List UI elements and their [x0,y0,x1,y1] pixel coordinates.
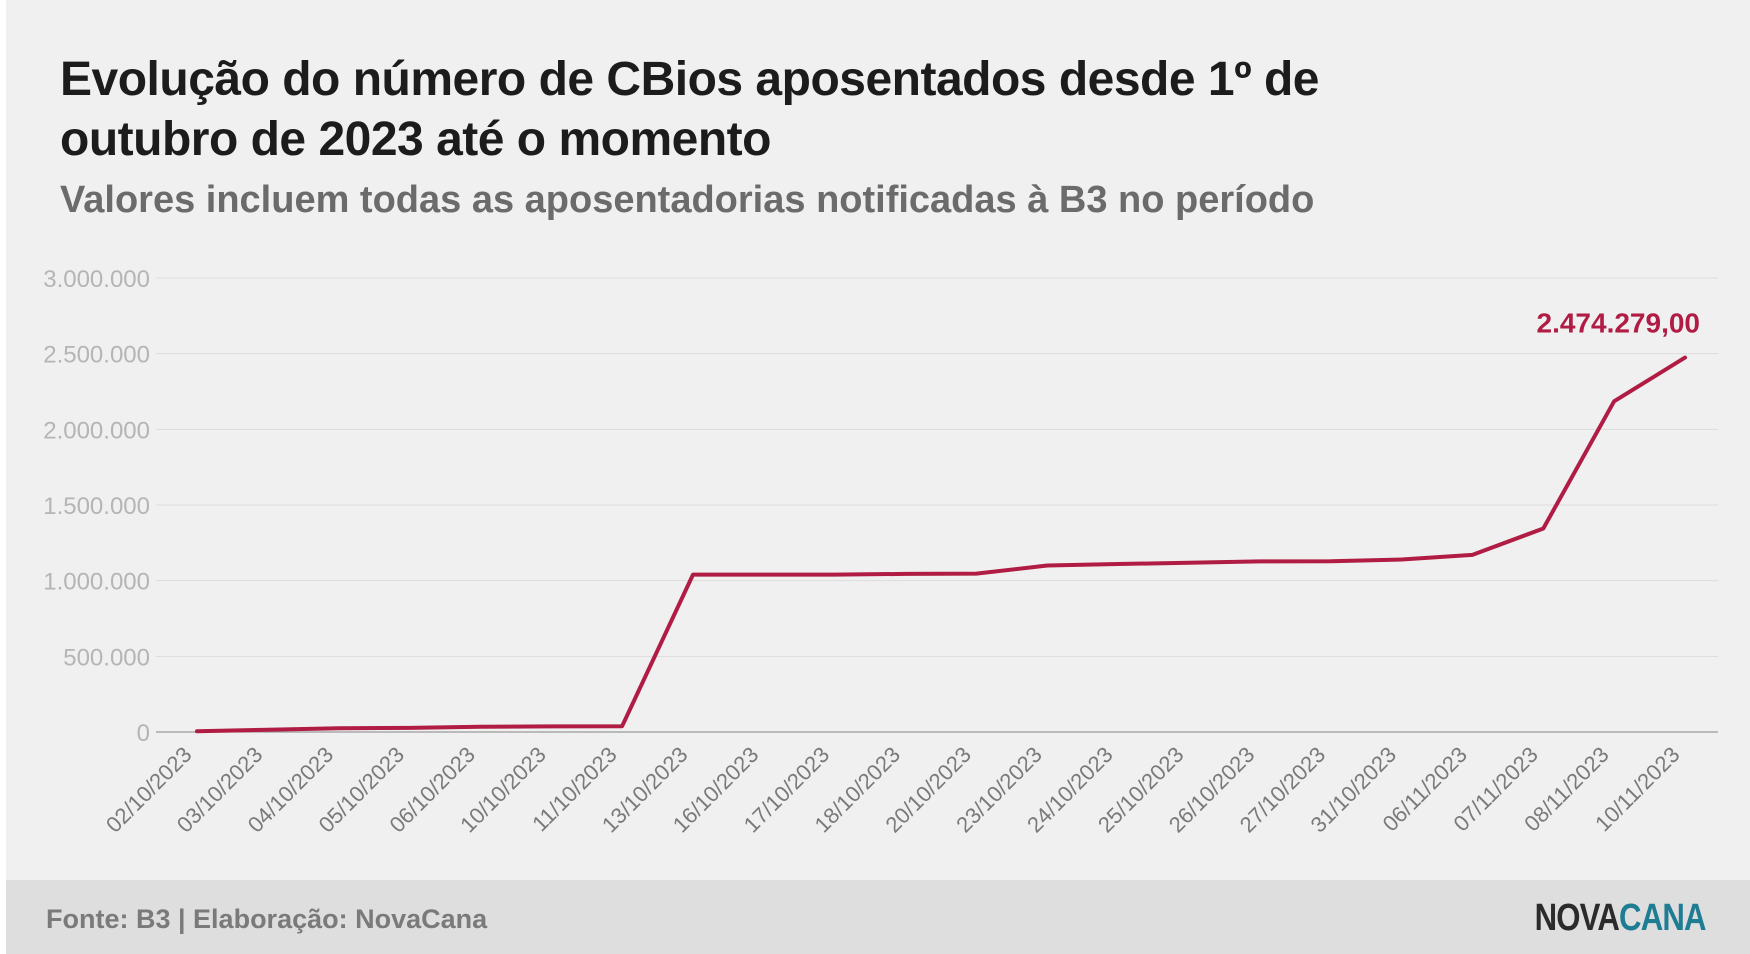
chart-subtitle: Valores incluem todas as aposentadorias … [60,179,1315,221]
novacana-logo: NOVACANA [1534,896,1707,940]
line-chart: 0 500.000 1.000.000 1.500.000 2.000.000 2.500… [43,266,1718,837]
last-value-label: 2.474.279,00 [1537,308,1701,339]
y-tick-label: 1.500.000 [43,493,150,520]
y-tick-label: 3.000.000 [43,266,150,293]
y-tick-label: 500.000 [63,644,150,671]
y-tick-label: 2.000.000 [43,417,150,444]
y-tick-label: 2.500.000 [43,342,150,369]
series-line [195,355,1687,734]
y-tick-label: 1.000.000 [43,569,150,596]
footer-bar: Fonte: B3 | Elaboração: NovaCana NOVACAN… [6,880,1750,954]
chart-title: Evolução do número de CBios aposentados … [60,53,1319,166]
logo-part-cana: CANA [1619,897,1707,939]
source-credit: Fonte: B3 | Elaboração: NovaCana [46,904,488,934]
logo-part-nova: NOVA [1534,897,1620,939]
y-tick-label: 0 [137,720,150,747]
